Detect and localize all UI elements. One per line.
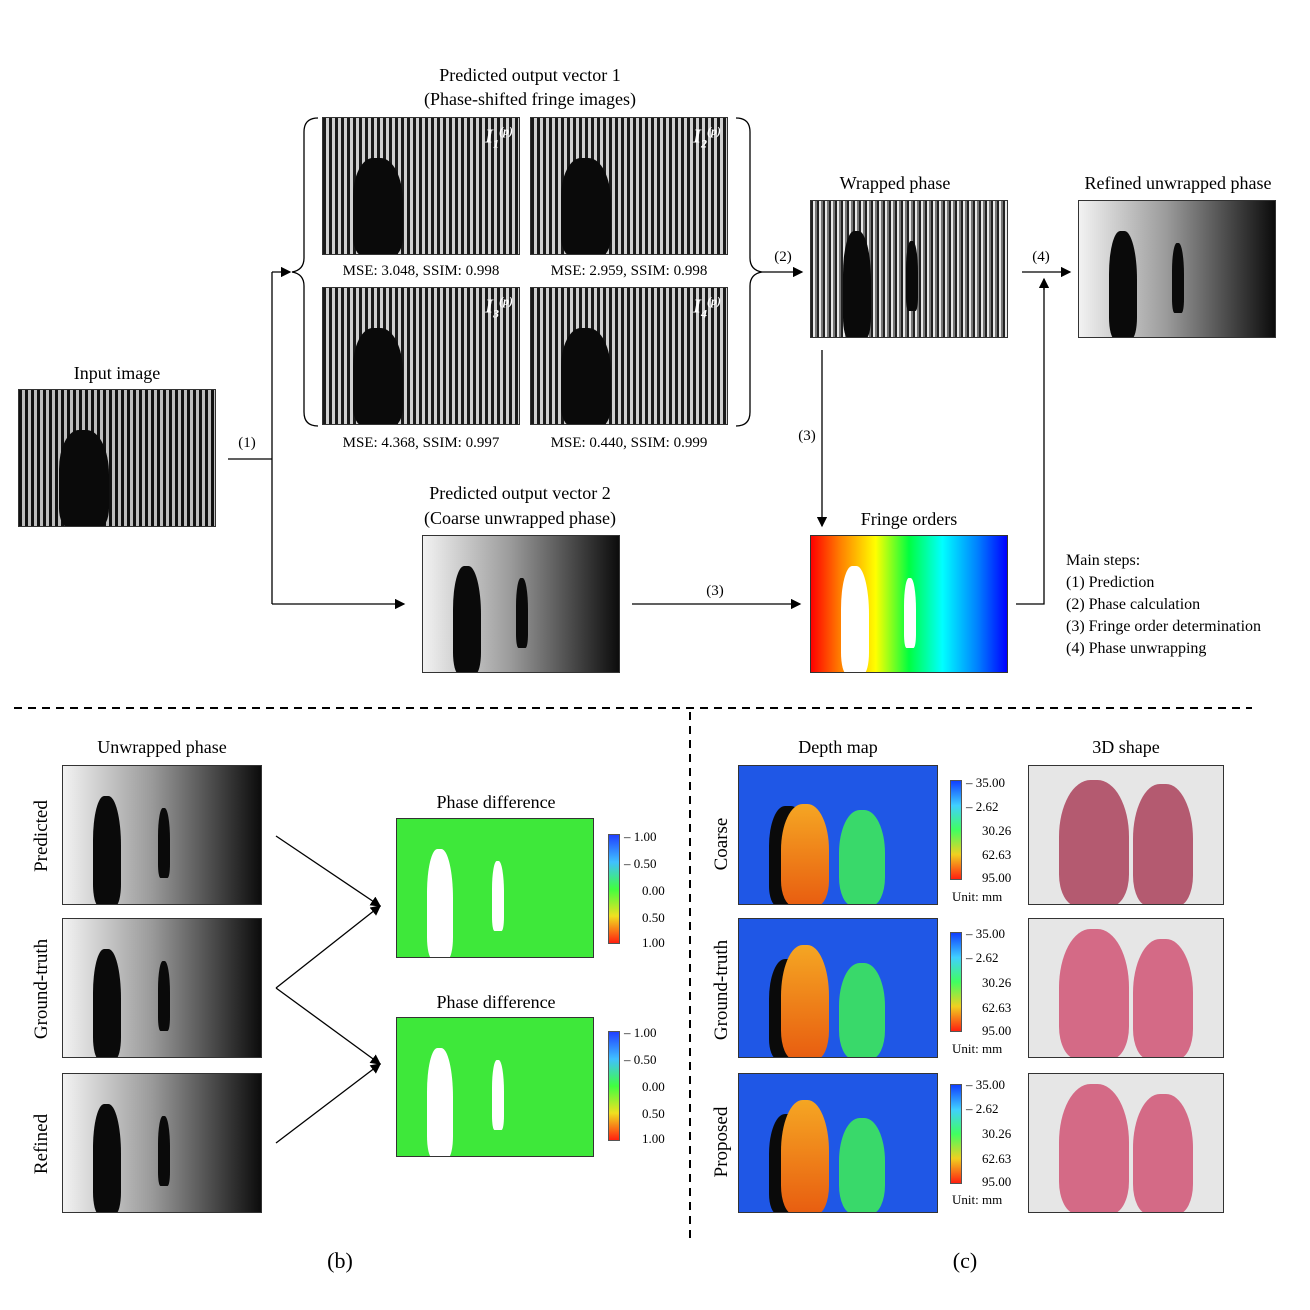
depth-colorbar-3-tick-0: – 35.00 [966, 1077, 1005, 1092]
main-step-1: (1) Prediction [1066, 574, 1155, 591]
phase-colorbar-2-tick-0: – 1.00 [624, 1025, 657, 1040]
fringe-image-4-metric: MSE: 0.440, SSIM: 0.999 [550, 435, 708, 451]
vector2-title: Predicted output vector 2 [429, 483, 611, 503]
phase-colorbar-1-tick-3: 0.50 [642, 910, 665, 925]
wrapped-phase-label: Wrapped phase [839, 173, 951, 193]
phase-colorbar-1-tick-4: 1.00 [642, 935, 665, 950]
phase-difference-title-1: Phase difference [436, 792, 556, 812]
phase-colorbar-2-tick-4: 1.00 [642, 1131, 665, 1146]
vector1-subtitle: (Phase-shifted fringe images) [424, 89, 636, 109]
fringe-image-4: I4(p) [530, 287, 728, 425]
wrapped-phase-image [810, 200, 1008, 338]
phase-colorbar-2-tick-2: 0.00 [642, 1079, 665, 1094]
depth-colorbar-2-tick-0: – 35.00 [966, 926, 1005, 941]
arrow-b-predicted [275, 835, 382, 907]
fringe-image-4-label: I4(p) [693, 294, 721, 321]
unwrapped-phase-title: Unwrapped phase [97, 737, 227, 757]
depth-unit-2: Unit: mm [952, 1041, 1003, 1056]
depth-colorbar-2-tick-1: – 2.62 [966, 950, 999, 965]
vector1-title: Predicted output vector 1 [439, 65, 621, 85]
phase-colorbar-1-tick-1: – 0.50 [624, 856, 657, 871]
arrow-b-gt-down [275, 987, 382, 1065]
main-step-4: (4) Phase unwrapping [1066, 640, 1207, 657]
3d-shape-coarse [1028, 765, 1224, 905]
depth-colorbar-3 [950, 1084, 962, 1184]
depth-colorbar-1-tick-2: 30.26 [982, 823, 1012, 838]
fringe-orders-image [810, 535, 1008, 673]
main-steps-title: Main steps: [1066, 552, 1141, 569]
depth-colorbar-2 [950, 932, 962, 1032]
fringe-image-3-label: I3(p) [485, 294, 513, 321]
unwrapped-refined-image [62, 1073, 262, 1213]
phase-colorbar-1-tick-2: 0.00 [642, 883, 665, 898]
fringe-image-1: I1(p) [322, 117, 520, 255]
main-steps-list: Main steps: (1) Prediction (2) Phase cal… [1066, 550, 1261, 660]
3d-shape-proposed [1028, 1073, 1224, 1213]
refined-unwrapped-label: Refined unwrapped phase [1084, 173, 1272, 193]
fringe-image-2: I2(p) [530, 117, 728, 255]
input-image-label: Input image [73, 363, 161, 383]
depth-map-ground-truth [738, 918, 938, 1058]
unwrapped-ground-truth-image [62, 918, 262, 1058]
arrow-b-gt-up [275, 905, 382, 989]
fringe-image-3: I3(p) [322, 287, 520, 425]
vector2-subtitle: (Coarse unwrapped phase) [424, 508, 616, 528]
arrow-b-refined [275, 1063, 382, 1144]
depth-map-title: Depth map [798, 737, 878, 757]
3d-shape-ground-truth [1028, 918, 1224, 1058]
coarse-unwrapped-image [422, 535, 620, 673]
depth-colorbar-2-tick-3: 62.63 [982, 1000, 1012, 1015]
phase-colorbar-2-tick-3: 0.50 [642, 1106, 665, 1121]
phase-difference-image-1 [396, 818, 594, 958]
depth-colorbar-1-tick-1: – 2.62 [966, 799, 999, 814]
refined-unwrapped-image [1078, 200, 1276, 338]
brace-right [735, 117, 763, 427]
depth-colorbar-3-tick-2: 30.26 [982, 1126, 1012, 1141]
main-step-3: (3) Fringe order determination [1066, 618, 1262, 635]
phase-difference-image-2 [396, 1017, 594, 1157]
panel-c-caption: (c) [952, 1248, 978, 1273]
depth-colorbar-2-tick-4: 95.00 [982, 1023, 1012, 1038]
panel-b-caption: (b) [327, 1248, 353, 1273]
depth-colorbar-1-tick-3: 62.63 [982, 847, 1012, 862]
phase-colorbar-2-tick-1: – 0.50 [624, 1052, 657, 1067]
fringe-image-2-label: I2(p) [693, 124, 721, 151]
main-step-2: (2) Phase calculation [1066, 596, 1201, 613]
arrow-label-3b: (3) [706, 583, 724, 599]
fringe-image-1-metric: MSE: 3.048, SSIM: 0.998 [342, 263, 500, 279]
depth-unit-1: Unit: mm [952, 889, 1003, 904]
depth-colorbar-3-tick-4: 95.00 [982, 1174, 1012, 1189]
depth-colorbar-3-tick-1: – 2.62 [966, 1101, 999, 1116]
arrow-label-3a: (3) [798, 428, 816, 444]
phase-colorbar-2 [608, 1031, 620, 1141]
unwrapped-predicted-image [62, 765, 262, 905]
3d-shape-title: 3D shape [1092, 737, 1160, 757]
depth-colorbar-3-tick-3: 62.63 [982, 1151, 1012, 1166]
phase-difference-title-2: Phase difference [436, 992, 556, 1012]
fringe-image-2-metric: MSE: 2.959, SSIM: 0.998 [550, 263, 708, 279]
depth-colorbar-1 [950, 780, 962, 880]
fringe-orders-label: Fringe orders [860, 509, 958, 529]
phase-colorbar-1 [608, 834, 620, 944]
input-image [18, 389, 216, 527]
depth-colorbar-1-tick-0: – 35.00 [966, 775, 1005, 790]
depth-map-proposed [738, 1073, 938, 1213]
fringe-image-3-metric: MSE: 4.368, SSIM: 0.997 [342, 435, 500, 451]
arrow-label-2: (2) [774, 249, 792, 265]
brace-left [291, 117, 319, 427]
depth-colorbar-2-tick-2: 30.26 [982, 975, 1012, 990]
depth-map-coarse [738, 765, 938, 905]
depth-unit-3: Unit: mm [952, 1192, 1003, 1207]
fringe-image-1-label: I1(p) [485, 124, 513, 151]
phase-colorbar-1-tick-0: – 1.00 [624, 829, 657, 844]
arrow-label-1: (1) [238, 435, 256, 451]
arrow-4-path [1016, 282, 1045, 605]
arrow-label-4: (4) [1032, 249, 1050, 265]
depth-colorbar-1-tick-4: 95.00 [982, 870, 1012, 885]
